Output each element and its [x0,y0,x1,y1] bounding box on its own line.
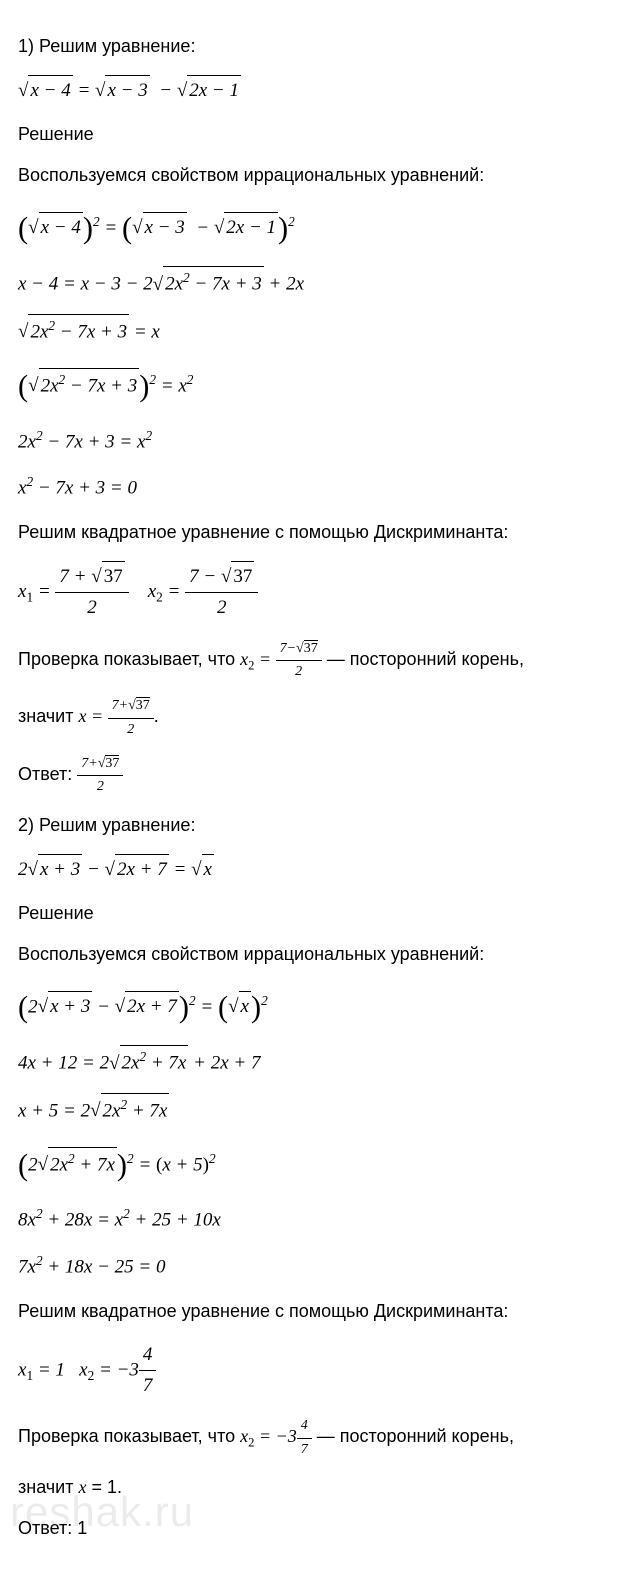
problem-1-title: 1) Решим уравнение: [18,32,624,61]
problem-1-equation: x − 4 = x − 3 − 2x − 1 [18,75,624,106]
p2-step-3: x + 5 = 22x2 + 7x [18,1093,624,1127]
answer-label-1: Ответ: [18,764,72,784]
p2-step-1: (2x + 3 − 2x + 7)2 = (x)2 [18,983,624,1032]
quadratic-hint-2: Решим квадратное уравнение с помощью Дис… [18,1297,624,1326]
p1-step-3: 2x2 − 7x + 3 = x [18,314,624,348]
solution-label-1: Решение [18,120,624,149]
p1-step-1: (x − 4)2 = (x − 3 − 2x − 1)2 [18,204,624,253]
irrational-hint-1: Воспользуемся свойством иррациональных у… [18,161,624,190]
problem-2-title: 2) Решим уравнение: [18,811,624,840]
p2-step-5: 8x2 + 28x = x2 + 25 + 10x [18,1203,624,1236]
irrational-hint-2: Воспользуемся свойством иррациональных у… [18,940,624,969]
p1-check-pre: Проверка показывает, что [18,649,240,669]
answer-label-2: Ответ: [18,1518,72,1538]
p2-roots: x1 = 1 x2 = −347 [18,1340,624,1402]
solution-label-2: Решение [18,899,624,928]
p2-answer-value: 1 [77,1518,87,1538]
p1-step-6: x2 − 7x + 3 = 0 [18,471,624,504]
p1-means-post: . [154,706,159,726]
p1-answer: Ответ: 7+√372 [18,753,624,799]
quadratic-hint-1: Решим квадратное уравнение с помощью Дис… [18,518,624,547]
p1-check: Проверка показывает, что x2 = 7−√372 — п… [18,638,624,684]
p2-check: Проверка показывает, что x2 = −347 — пос… [18,1415,624,1461]
p1-step-5: 2x2 − 7x + 3 = x2 [18,425,624,458]
p1-means: значит x = 7+√372. [18,695,624,741]
p1-step-4: (2x2 − 7x + 3)2 = x2 [18,362,624,411]
p2-check-post: — посторонний корень, [317,1426,514,1446]
p2-step-2: 4x + 12 = 22x2 + 7x + 2x + 7 [18,1045,624,1079]
p1-roots: x1 = 7 + 372 x2 = 7 − 372 [18,561,624,624]
p1-means-pre: значит [18,706,79,726]
p2-answer: Ответ: 1 [18,1514,624,1543]
problem-2-equation: 2x + 3 − 2x + 7 = x [18,854,624,885]
p2-step-4: (22x2 + 7x)2 = (x + 5)2 [18,1141,624,1190]
p2-check-pre: Проверка показывает, что [18,1426,240,1446]
p2-means: значит x = 1. [18,1473,624,1502]
p1-check-post: — посторонний корень, [327,649,524,669]
p2-step-6: 7x2 + 18x − 25 = 0 [18,1250,624,1283]
p1-step-2: x − 4 = x − 3 − 22x2 − 7x + 3 + 2x [18,266,624,300]
